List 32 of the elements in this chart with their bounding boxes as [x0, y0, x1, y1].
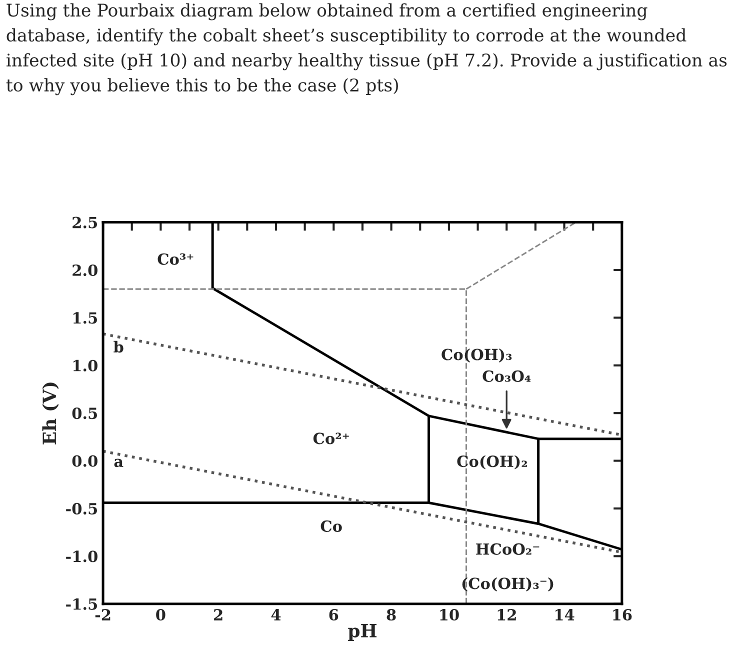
x-tick-label: 8 [386, 608, 396, 621]
y-tick-label: 1.5 [73, 312, 98, 324]
x-tick-label: 10 [440, 608, 459, 621]
y-tick-label: 0.5 [72, 408, 98, 420]
annotation: Co [320, 520, 342, 532]
x-tick-label: -2 [95, 608, 110, 620]
annotation: Co(OH)₂ [457, 455, 527, 470]
y-tick-label: 2.5 [72, 216, 98, 228]
annotation: Co²⁺ [313, 432, 349, 444]
y-tick-label: 2.0 [72, 264, 98, 276]
x-tick-label: 6 [329, 608, 338, 621]
x-axis-title: pH [348, 624, 377, 641]
x-tick-label: 16 [613, 608, 632, 621]
annotation: b [114, 340, 124, 353]
x-tick-label: 0 [156, 608, 166, 621]
annotation: (Co(OH)₃⁻) [462, 577, 554, 592]
y-axis-title: Eh (V) [42, 382, 59, 444]
chart-title: Using the Pourbaix diagram below obtained from a certified engineering database, identify the cobalt sheet’s susceptibility to corrode at the wounded infected site (pH 10) and nearby healthy tissue (pH 7.2). Provide a justification as to why you believe this to be the case (2 pts) [6, 3, 727, 96]
x-tick-label: 4 [271, 608, 281, 620]
annotation: a [114, 458, 124, 468]
y-tick-label: -0.5 [66, 502, 98, 514]
annotation: Co³⁺ [158, 253, 194, 265]
x-tick-label: 2 [214, 608, 222, 620]
y-tick-label: 0.0 [72, 455, 98, 467]
x-tick-label: 14 [556, 608, 574, 620]
annotation: HCoO₂⁻ [476, 543, 540, 555]
x-tick-label: 12 [498, 608, 516, 620]
y-tick-label: 1.0 [73, 360, 98, 372]
y-tick-label: -1.5 [66, 598, 98, 610]
annotation: Co(OH)₃ [442, 348, 512, 362]
annotation: Co₃O₄ [482, 370, 531, 382]
y-tick-label: -1.0 [66, 550, 98, 562]
